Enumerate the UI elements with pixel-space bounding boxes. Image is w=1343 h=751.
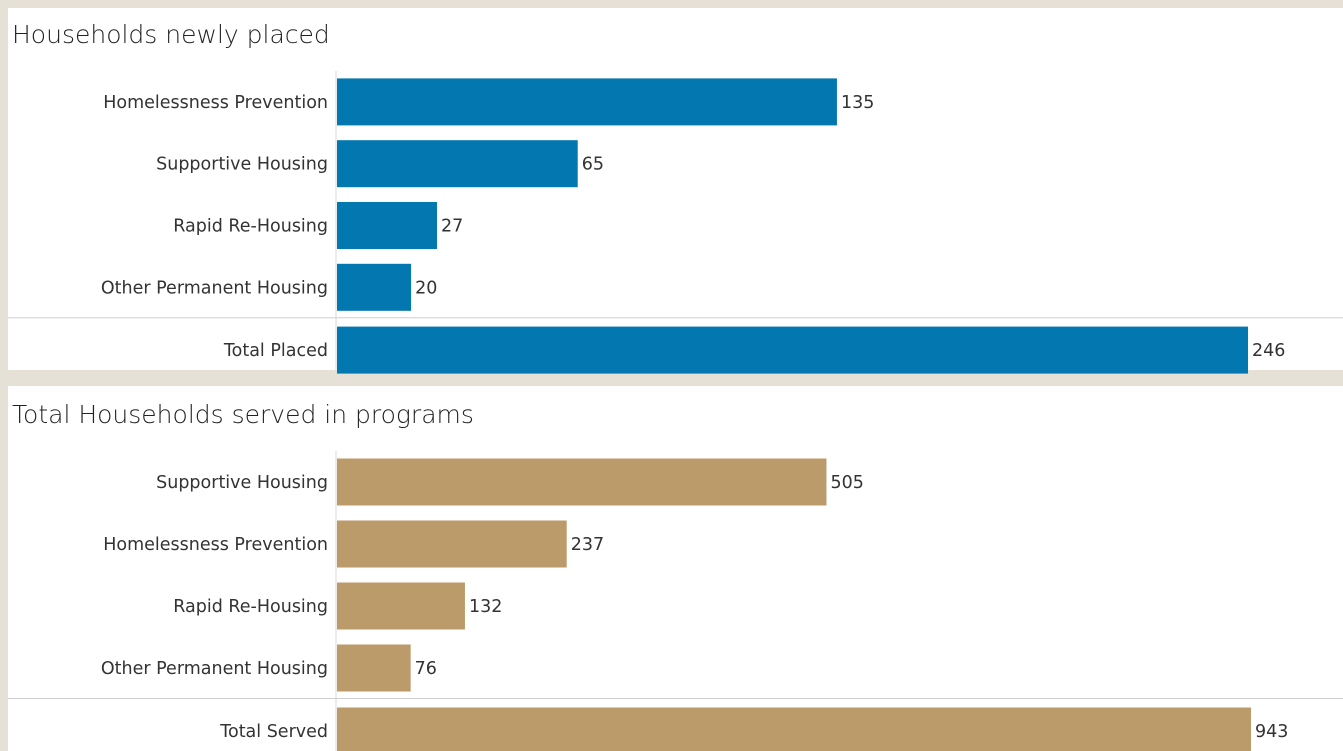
chart-title: Total Households served in programs: [12, 400, 474, 429]
value-label: 943: [1255, 722, 1288, 742]
bar-supportive-housing[interactable]: [337, 458, 827, 506]
value-label: 505: [830, 473, 863, 493]
category-label: Supportive Housing: [156, 473, 328, 493]
bar-other-permanent-housing[interactable]: [337, 644, 411, 692]
bar-supportive-housing[interactable]: [337, 140, 578, 188]
bar-rapid-re-housing[interactable]: [337, 202, 437, 249]
bar-total-placed[interactable]: [337, 326, 1248, 374]
bar-homelessness-prevention[interactable]: [337, 520, 567, 568]
bar-homelessness-prevention[interactable]: [337, 78, 837, 126]
category-label: Other Permanent Housing: [101, 278, 328, 298]
category-label: Homelessness Prevention: [103, 93, 328, 113]
bar-chart-households-placed: Homelessness Prevention 135 Supportive Hou…: [8, 71, 1343, 374]
value-label: 132: [469, 597, 502, 617]
chart-title: Households newly placed: [12, 20, 330, 49]
value-label: 27: [441, 217, 463, 237]
value-label: 135: [841, 93, 874, 113]
bar-total-served[interactable]: [337, 707, 1251, 751]
value-label: 20: [415, 278, 437, 298]
category-label: Rapid Re-Housing: [173, 597, 328, 617]
category-label: Rapid Re-Housing: [173, 217, 328, 237]
bar-rapid-re-housing[interactable]: [337, 582, 465, 630]
value-label: 246: [1252, 341, 1285, 361]
value-label: 76: [415, 659, 437, 679]
category-label: Total Served: [219, 722, 328, 742]
category-label: Supportive Housing: [156, 155, 328, 175]
chart-panel-households-placed: Households newly placed Homelessness Pre…: [8, 8, 1343, 374]
value-label: 237: [571, 535, 604, 555]
bar-other-permanent-housing[interactable]: [337, 263, 412, 311]
chart-panel-households-served: Total Households served in programs Supp…: [8, 386, 1343, 751]
category-label: Total Placed: [223, 341, 328, 361]
category-label: Homelessness Prevention: [103, 535, 328, 555]
value-label: 65: [582, 155, 604, 175]
category-label: Other Permanent Housing: [101, 659, 328, 679]
bar-chart-households-served: Supportive Housing 505 Homelessness Preven…: [8, 451, 1343, 751]
